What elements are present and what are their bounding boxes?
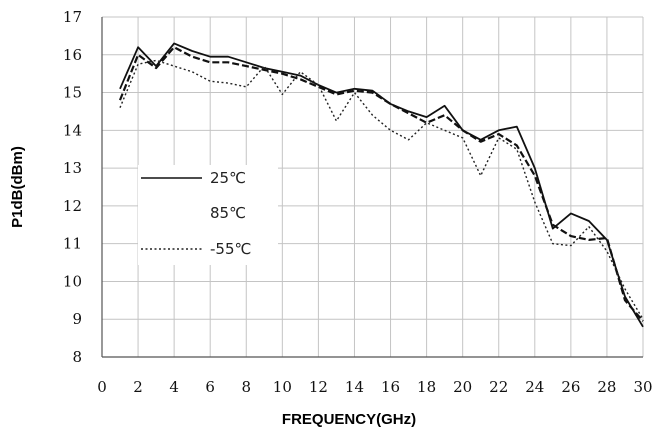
series-line-2 [118,46,644,322]
series-lines [118,42,644,328]
y-axis-title: P1dB(dBm) [9,146,26,228]
x-tick-label: 2 [133,378,143,396]
x-tick-label: 24 [525,378,544,396]
x-axis-title: FREQUENCY(GHz) [282,411,416,428]
y-tick-labels: 8 9 10 11 12 13 14 15 16 17 [63,8,82,366]
x-tick-label: 0 [97,378,107,396]
legend-label-2: 85℃ [210,204,246,222]
x-tick-label: 22 [489,378,508,396]
legend-label-3: -55℃ [210,240,251,258]
x-tick-label: 16 [381,378,400,396]
x-tick-label: 30 [633,378,652,396]
y-tick-label: 16 [63,46,82,64]
y-tick-label: 13 [63,159,82,177]
legend-label-1: 25℃ [210,169,246,187]
y-tick-label: 12 [63,197,82,215]
x-tick-label: 6 [205,378,215,396]
x-tick-label: 20 [453,378,472,396]
y-tick-label: 10 [63,272,82,290]
x-tick-label: 10 [273,378,292,396]
y-tick-label: 15 [63,84,82,102]
y-tick-label: 8 [72,348,82,366]
y-tick-label: 17 [63,8,82,26]
x-tick-label: 18 [417,378,436,396]
y-tick-label: 11 [63,235,82,253]
x-tick-label: 4 [169,378,179,396]
x-tick-label: 26 [561,378,580,396]
legend: 25℃ 85℃ -55℃ [138,165,278,265]
y-tick-label: 9 [72,310,82,328]
x-tick-label: 8 [241,378,251,396]
legend-background [138,165,278,265]
y-tick-label: 14 [63,121,82,139]
x-tick-label: 14 [345,378,364,396]
x-tick-label: 12 [309,378,328,396]
x-tick-labels: 0 2 4 6 8 10 12 14 16 18 20 22 24 26 28 30 [97,378,652,396]
x-tick-label: 28 [597,378,616,396]
axes [101,17,643,358]
